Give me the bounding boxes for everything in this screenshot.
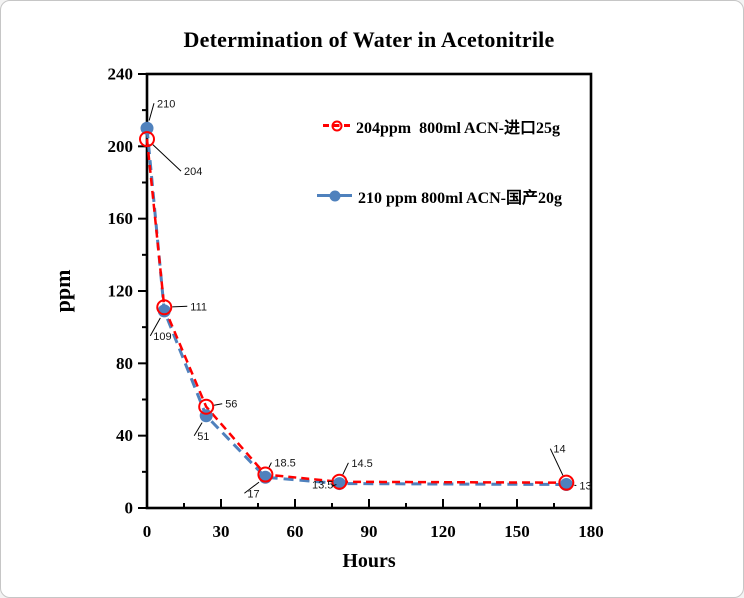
point-label-leader	[331, 484, 337, 487]
data-point-open-circle	[558, 474, 575, 491]
data-point-open-circle	[257, 466, 274, 483]
legend-circle-0	[331, 120, 342, 132]
y-tick-label: 200	[108, 137, 134, 156]
point-label-leader	[172, 305, 188, 308]
y-tick-label: 240	[108, 65, 134, 84]
x-tick-label: 180	[578, 522, 604, 541]
point-label-leader	[152, 144, 182, 172]
data-point-open-circle	[156, 299, 173, 316]
data-point-filled-circle	[157, 304, 171, 318]
point-label: 210	[157, 98, 175, 110]
legend-label-domestic: 210 ppm 800ml ACN-国产20g	[358, 190, 563, 207]
point-label-leader	[268, 462, 272, 468]
point-label: 56	[225, 399, 237, 411]
point-label: 13	[579, 480, 591, 492]
point-label-leader	[148, 103, 155, 121]
point-label-leader	[244, 481, 260, 494]
legend-circle-1	[329, 190, 340, 202]
point-label: 14.5	[351, 458, 372, 470]
y-tick-label: 40	[116, 426, 133, 445]
y-tick-labels: 0 40 80 120 160 200 240	[108, 65, 134, 518]
y-tick-label: 120	[108, 282, 134, 301]
plot-border	[145, 72, 593, 510]
x-tick-labels: 0 30 60 90 120 150 180	[143, 522, 604, 541]
point-label-leader	[149, 317, 161, 337]
legend-label-imported: 204ppm 800ml ACN-进口25g	[356, 120, 561, 137]
point-label-leader	[342, 462, 349, 475]
point-label: 14	[553, 444, 565, 456]
point-label: 17	[247, 488, 259, 500]
x-tick-label: 150	[504, 522, 530, 541]
series-markers-1	[139, 131, 575, 491]
data-point-open-circle	[139, 131, 155, 148]
x-tick-label: 30	[213, 522, 230, 541]
point-label: 13.5	[312, 480, 333, 492]
x-tick-label: 0	[143, 522, 152, 541]
y-tick-label: 0	[125, 499, 134, 518]
point-label: 111	[190, 301, 207, 313]
legend-blue-solid-filled-circle-icon	[317, 188, 352, 204]
point-labels: 210 204 111 109 56 51 18.5 17 14.5 13.5 14 13	[148, 98, 592, 500]
y-tick-label: 160	[108, 209, 134, 228]
point-label-leader	[193, 422, 203, 437]
legend-red-dashed-open-circle-icon	[323, 118, 350, 134]
point-label-leader	[549, 448, 564, 476]
x-axis-label: Hours	[342, 550, 396, 572]
x-tick-label: 90	[361, 522, 378, 541]
point-label: 18.5	[274, 458, 295, 470]
legend-entry-domestic: 210 ppm 800ml ACN-国产20g	[317, 184, 562, 208]
chart-title: Determination of Water in Acetonitrile	[183, 27, 555, 52]
point-label: 109	[153, 331, 171, 343]
series-line-0	[145, 128, 567, 486]
y-tick-label: 80	[116, 354, 133, 373]
point-label-leader	[213, 403, 223, 406]
y-axis-label: ppm	[50, 269, 75, 313]
data-point-open-circle	[331, 473, 348, 490]
point-label: 204	[184, 166, 202, 178]
x-tick-label: 120	[430, 522, 456, 541]
x-tick-label: 60	[287, 522, 304, 541]
x-axis-ticks	[146, 499, 592, 508]
legend-entry-imported: 204ppm 800ml ACN-进口25g	[323, 114, 560, 138]
data-point-filled-circle	[140, 121, 154, 135]
point-label: 51	[197, 431, 209, 443]
data-point-open-circle	[198, 398, 215, 415]
